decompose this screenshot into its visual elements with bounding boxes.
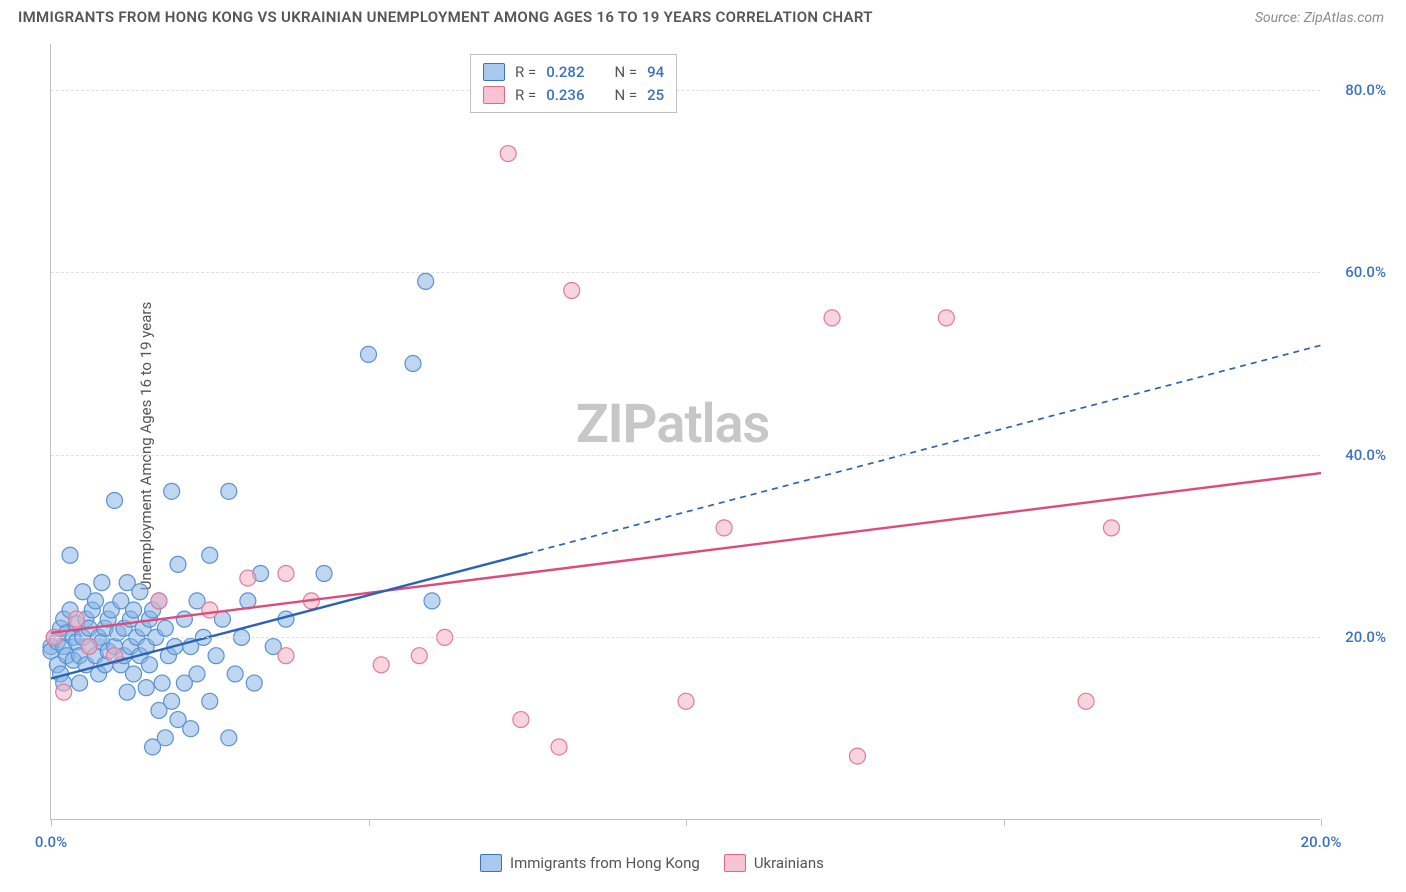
- hk-point: [208, 648, 224, 664]
- uk-point: [278, 566, 294, 582]
- uk-point: [678, 693, 694, 709]
- y-tick-label: 80.0%: [1345, 81, 1386, 99]
- legend-item: Immigrants from Hong Kong: [480, 854, 700, 872]
- hk-point: [202, 547, 218, 563]
- hk-point: [119, 684, 135, 700]
- hk-point: [154, 675, 170, 691]
- stat-n-value: 94: [647, 61, 664, 84]
- hk-point: [164, 693, 180, 709]
- hk-point: [316, 566, 332, 582]
- hk-point: [141, 657, 157, 673]
- stat-r-value: 0.282: [546, 61, 584, 84]
- uk-point: [551, 739, 567, 755]
- legend-swatch: [480, 854, 502, 872]
- x-tick-label: 0.0%: [35, 833, 67, 851]
- stats-row: R = 0.236 N = 25: [483, 84, 664, 107]
- uk-point: [278, 648, 294, 664]
- gridline: [51, 90, 1320, 91]
- gridline: [51, 455, 1320, 456]
- hk-point: [62, 547, 78, 563]
- x-tick: [1321, 819, 1322, 826]
- hk-point: [87, 593, 103, 609]
- hk-point: [107, 492, 123, 508]
- hk-point: [202, 693, 218, 709]
- legend-swatch: [483, 86, 505, 104]
- hk-point: [132, 584, 148, 600]
- legend-item: Ukrainians: [724, 854, 824, 872]
- stats-row: R = 0.282 N = 94: [483, 61, 664, 84]
- stat-n-label: N =: [614, 61, 637, 84]
- uk-point: [1078, 693, 1094, 709]
- hk-point: [170, 556, 186, 572]
- uk-point: [716, 520, 732, 536]
- legend-swatch: [483, 63, 505, 81]
- bottom-legend: Immigrants from Hong Kong Ukrainians: [480, 854, 824, 872]
- uk-point: [202, 602, 218, 618]
- hk-point: [246, 675, 262, 691]
- stats-legend: R = 0.282 N = 94 R = 0.236 N = 25: [470, 54, 677, 113]
- uk-point: [500, 146, 516, 162]
- uk-point: [240, 570, 256, 586]
- uk-point: [564, 282, 580, 298]
- y-tick-label: 20.0%: [1345, 628, 1386, 646]
- x-tick-label: 20.0%: [1301, 833, 1342, 851]
- y-tick-label: 40.0%: [1345, 446, 1386, 464]
- legend-label: Ukrainians: [754, 854, 824, 872]
- uk-point: [849, 748, 865, 764]
- uk-point: [411, 648, 427, 664]
- stat-r-value: 0.236: [546, 84, 584, 107]
- y-tick-label: 60.0%: [1345, 263, 1386, 281]
- hk-point: [176, 611, 192, 627]
- uk-point: [824, 310, 840, 326]
- hk-point: [138, 680, 154, 696]
- hk-point: [126, 602, 142, 618]
- hk-point: [221, 483, 237, 499]
- stat-n-label: N =: [614, 84, 637, 107]
- x-tick: [686, 819, 687, 826]
- stat-n-value: 25: [647, 84, 664, 107]
- hk-point: [424, 593, 440, 609]
- hk-point: [361, 346, 377, 362]
- hk-point: [227, 666, 243, 682]
- x-tick: [51, 819, 52, 826]
- uk-point: [68, 611, 84, 627]
- hk-point: [94, 575, 110, 591]
- hk-point: [157, 730, 173, 746]
- chart-title: IMMIGRANTS FROM HONG KONG VS UKRAINIAN U…: [18, 8, 873, 26]
- hk-point: [221, 730, 237, 746]
- hk-point: [183, 721, 199, 737]
- hk-point: [405, 356, 421, 372]
- stat-r-label: R =: [515, 84, 536, 107]
- hk-point: [126, 666, 142, 682]
- gridline: [51, 272, 1320, 273]
- legend-swatch: [724, 854, 746, 872]
- plot-area: ZIPatlas 20.0%40.0%60.0%80.0%0.0%20.0%: [50, 44, 1320, 820]
- uk-point: [151, 593, 167, 609]
- uk-point: [938, 310, 954, 326]
- hk-point: [418, 273, 434, 289]
- hk-point: [189, 666, 205, 682]
- stat-r-label: R =: [515, 61, 536, 84]
- hk-point: [157, 620, 173, 636]
- x-tick: [1004, 819, 1005, 826]
- uk-trendline: [51, 473, 1321, 633]
- uk-point: [81, 639, 97, 655]
- hk-point: [72, 675, 88, 691]
- uk-point: [1103, 520, 1119, 536]
- uk-point: [56, 684, 72, 700]
- gridline: [51, 637, 1320, 638]
- legend-label: Immigrants from Hong Kong: [510, 854, 700, 872]
- source-label: Source: ZipAtlas.com: [1255, 10, 1384, 26]
- uk-point: [513, 712, 529, 728]
- hk-point: [164, 483, 180, 499]
- uk-point: [373, 657, 389, 673]
- chart-svg: [51, 44, 1321, 820]
- x-tick: [369, 819, 370, 826]
